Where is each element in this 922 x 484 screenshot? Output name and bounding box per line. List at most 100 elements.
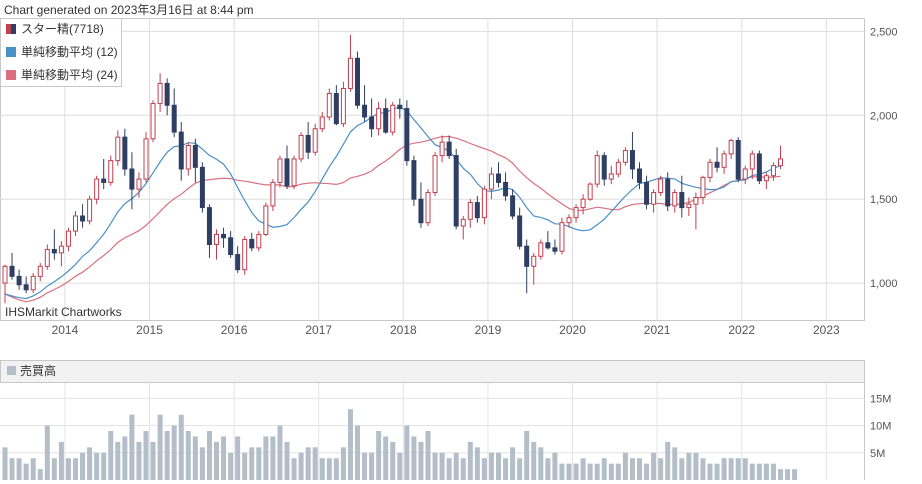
volume-bar: [792, 469, 798, 480]
candle: [122, 128, 128, 176]
candle: [23, 276, 29, 294]
x-tick-label: 2020: [559, 323, 586, 337]
volume-bar: [270, 436, 276, 480]
candle: [192, 138, 198, 183]
volume-bar: [763, 463, 769, 480]
candle: [778, 145, 783, 169]
volume-bar: [136, 441, 142, 480]
volume-bar: [721, 458, 727, 480]
x-tick-label: 2017: [305, 323, 332, 337]
volume-bar: [305, 447, 311, 480]
candle-body: [298, 134, 304, 160]
candle-body: [474, 202, 480, 219]
candle: [298, 132, 304, 163]
candle: [686, 197, 692, 216]
volume-bar: [481, 458, 487, 480]
candle: [658, 175, 664, 196]
candle: [425, 189, 431, 227]
candle-body: [460, 218, 466, 227]
volume-y-tick-label: 15M: [870, 393, 891, 405]
volume-bar: [580, 458, 586, 480]
volume-bar: [2, 447, 8, 480]
candle: [115, 130, 121, 166]
chart-generated-text: Chart generated on 2023年3月16日 at 8:44 pm: [4, 3, 254, 17]
volume-bar: [573, 463, 579, 480]
volume-bar: [164, 431, 170, 480]
candle-body: [432, 155, 438, 193]
volume-bar: [397, 452, 403, 480]
volume-bar: [446, 458, 452, 480]
candle: [517, 207, 523, 250]
candle-body: [735, 139, 741, 180]
candle: [672, 189, 678, 213]
candle: [340, 81, 346, 128]
volume-bar: [672, 447, 678, 480]
candle-body: [425, 191, 431, 224]
volume-bar: [326, 458, 332, 480]
candle: [249, 232, 255, 252]
candle: [693, 192, 699, 230]
candle-body: [503, 181, 509, 197]
volume-bar: [467, 441, 473, 480]
candle: [573, 204, 579, 223]
volume-bar: [108, 431, 114, 480]
volume-bar: [778, 469, 783, 480]
volume-bar: [369, 452, 375, 480]
volume-bar: [37, 469, 43, 480]
candle-body: [44, 249, 50, 267]
candle-body: [115, 136, 121, 162]
volume-bar: [651, 452, 657, 480]
candle: [157, 73, 163, 112]
watermark-text: IHSMarkit Chartworks: [5, 305, 122, 319]
volume-bar: [9, 458, 15, 480]
candle-body: [347, 57, 353, 89]
volume-bar: [94, 452, 100, 480]
candle-body: [714, 161, 720, 168]
volume-bar: [601, 458, 607, 480]
candle-body: [37, 265, 43, 277]
candle-body: [65, 230, 71, 247]
candle: [742, 165, 748, 185]
candle: [510, 189, 516, 220]
candle-body: [136, 178, 142, 190]
volume-title: 売買高: [20, 363, 56, 378]
candle-body: [192, 145, 198, 168]
candle-body: [559, 222, 565, 252]
candle: [594, 150, 600, 188]
candle-body: [439, 141, 445, 157]
volume-bar: [256, 447, 262, 480]
candle-body: [108, 160, 114, 183]
volume-bar: [319, 458, 325, 480]
x-tick-label: 2018: [390, 323, 417, 337]
candle: [263, 202, 269, 237]
volume-bar: [728, 458, 734, 480]
candle: [467, 199, 473, 228]
candle: [291, 155, 297, 190]
candle-body: [150, 103, 156, 140]
candle: [44, 244, 50, 270]
candle: [503, 172, 509, 201]
volume-bar: [629, 458, 635, 480]
candle: [94, 175, 100, 205]
candle: [735, 137, 741, 183]
candle: [319, 111, 325, 133]
candle: [221, 227, 227, 248]
candle: [552, 239, 558, 255]
candle: [284, 145, 290, 190]
candle: [404, 100, 410, 166]
volume-bar: [404, 425, 410, 480]
volume-bar: [355, 425, 360, 480]
candle: [545, 231, 551, 250]
legend-label: 単純移動平均 (12): [21, 45, 118, 59]
volume-bar: [460, 458, 466, 480]
candle-body: [129, 168, 135, 190]
candle: [73, 210, 78, 237]
volume-bar: [340, 447, 346, 480]
candle-body: [30, 275, 36, 291]
candle: [531, 252, 537, 285]
candle-body: [742, 168, 748, 180]
candle-body: [418, 198, 424, 224]
volume-bar: [587, 463, 593, 480]
candle-body: [608, 173, 614, 180]
candle: [129, 152, 135, 210]
